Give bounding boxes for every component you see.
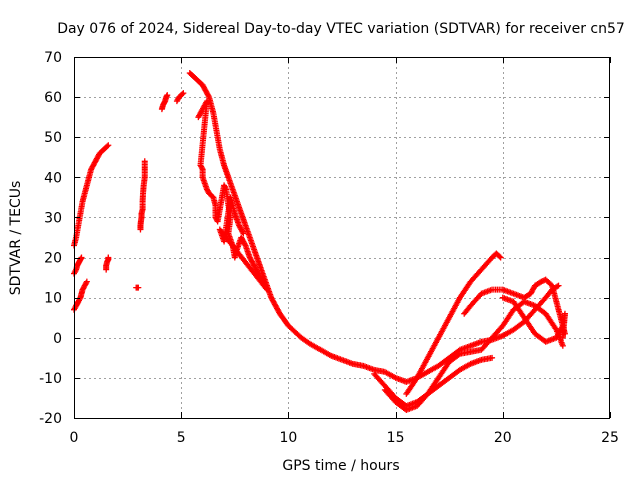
data-point — [241, 241, 248, 248]
series-main-decay — [186, 70, 562, 385]
x-axis-label: GPS time / hours — [282, 458, 399, 474]
data-point — [489, 354, 496, 361]
data-point — [78, 254, 85, 261]
y-tick-label: 30 — [44, 210, 62, 226]
series-track-a-rise — [71, 142, 112, 249]
series-track-mid — [381, 298, 566, 413]
data-point — [455, 351, 462, 358]
series-track-high — [403, 250, 504, 397]
data-point — [239, 229, 246, 236]
x-tick-label: 5 — [177, 430, 186, 446]
data-point — [83, 278, 90, 285]
series-cluster-3.2h — [137, 158, 148, 233]
x-tick-label: 25 — [601, 430, 619, 446]
data-point — [559, 334, 566, 341]
series-spread-7h — [195, 98, 270, 293]
series-cluster-4.2h — [158, 92, 171, 113]
series-track-b-early — [71, 254, 85, 277]
data-point — [555, 282, 562, 289]
data-point — [198, 164, 205, 171]
y-tick-label: 60 — [44, 90, 62, 106]
grid-layer — [74, 57, 610, 418]
series-cluster-1.5h — [103, 254, 112, 273]
plot-frame — [74, 57, 610, 419]
y-tick-label: -20 — [39, 411, 62, 427]
data-point — [240, 230, 247, 237]
series-track-c-early — [71, 278, 90, 313]
x-tick-label: 10 — [279, 430, 297, 446]
data-point — [141, 158, 148, 165]
data-point — [179, 91, 186, 98]
series-track-dip — [499, 294, 568, 345]
data-point — [496, 253, 503, 260]
data-point — [105, 254, 112, 261]
series-isolated-3h — [133, 284, 142, 291]
tick-layer: 0 5 10 15 20 25 -20 -10 0 10 20 30 40 50 60 70 — [39, 50, 619, 446]
data-point — [105, 142, 112, 149]
y-tick-label: 0 — [53, 331, 62, 347]
data-point — [205, 92, 212, 99]
data-point — [83, 279, 90, 286]
data-point — [76, 296, 83, 303]
y-tick-label: -10 — [39, 371, 62, 387]
data-point — [559, 342, 566, 349]
y-tick-label: 10 — [44, 291, 62, 307]
data-point — [135, 284, 142, 291]
data-point — [497, 254, 504, 261]
y-tick-label: 70 — [44, 50, 62, 66]
data-point — [72, 267, 79, 274]
data-point — [222, 185, 229, 192]
y-tick-label: 50 — [44, 130, 62, 146]
x-tick-label: 0 — [70, 430, 79, 446]
y-axis-label: SDTVAR / TECUs — [8, 181, 24, 296]
y-tick-label: 40 — [44, 170, 62, 186]
y-tick-label: 20 — [44, 251, 62, 267]
x-tick-label: 20 — [494, 430, 512, 446]
data-point — [180, 90, 187, 97]
series-cluster-5h — [173, 90, 187, 105]
data-point — [164, 92, 171, 99]
series-layer — [71, 70, 568, 413]
data-point — [104, 143, 111, 150]
data-point — [554, 283, 561, 290]
x-tick-label: 15 — [387, 430, 405, 446]
chart-title: Day 076 of 2024, Sidereal Day-to-day VTE… — [57, 21, 625, 37]
